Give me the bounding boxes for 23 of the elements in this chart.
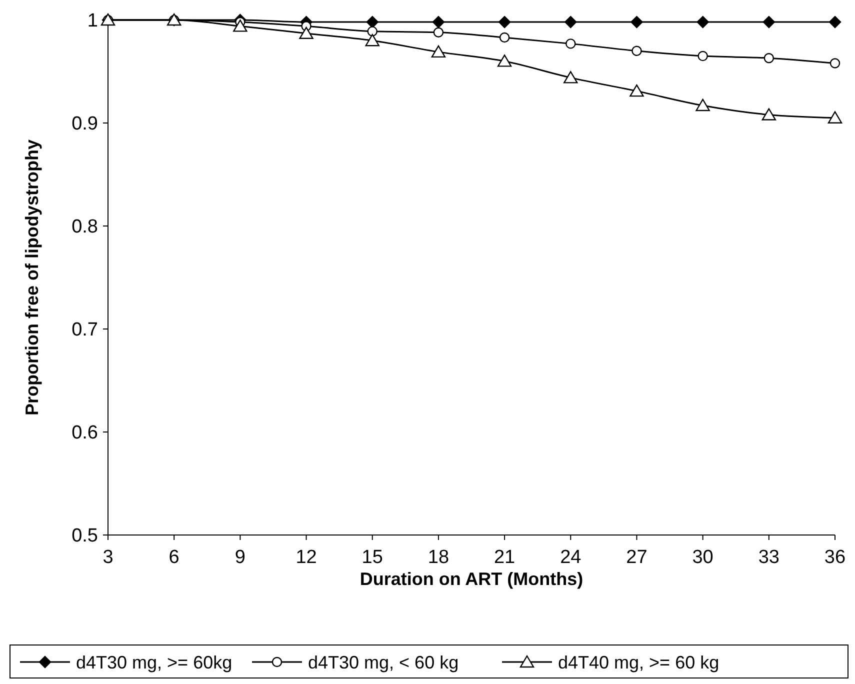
x-tick-label: 9 xyxy=(234,547,246,568)
y-tick-label: 0.6 xyxy=(72,422,98,444)
x-tick-label: 15 xyxy=(362,547,383,568)
x-tick-label: 18 xyxy=(428,547,450,568)
y-tick-label: 0.8 xyxy=(72,216,98,238)
x-axis-title: Duration on ART (Months) xyxy=(360,569,584,589)
legend-label: d4T40 mg, >= 60 kg xyxy=(558,652,720,672)
x-tick-label: 24 xyxy=(560,547,582,568)
y-tick-label: 1 xyxy=(87,10,98,32)
x-tick-label: 27 xyxy=(626,547,648,568)
y-tick-label: 0.5 xyxy=(72,526,98,547)
x-tick-label: 30 xyxy=(692,547,714,568)
x-tick-label: 6 xyxy=(168,547,180,568)
y-tick-label: 0.7 xyxy=(72,320,98,341)
y-axis-title: Proportion free of lipodystrophy xyxy=(22,139,42,416)
x-tick-label: 12 xyxy=(296,547,317,568)
x-tick-label: 3 xyxy=(102,547,114,568)
x-tick-label: 36 xyxy=(824,547,846,568)
x-tick-label: 33 xyxy=(758,547,780,568)
legend-label: d4T30 mg, >= 60kg xyxy=(76,652,232,672)
legend-label: d4T30 mg, < 60 kg xyxy=(308,652,459,672)
y-tick-label: 0.9 xyxy=(72,114,98,135)
x-tick-label: 21 xyxy=(494,547,516,568)
